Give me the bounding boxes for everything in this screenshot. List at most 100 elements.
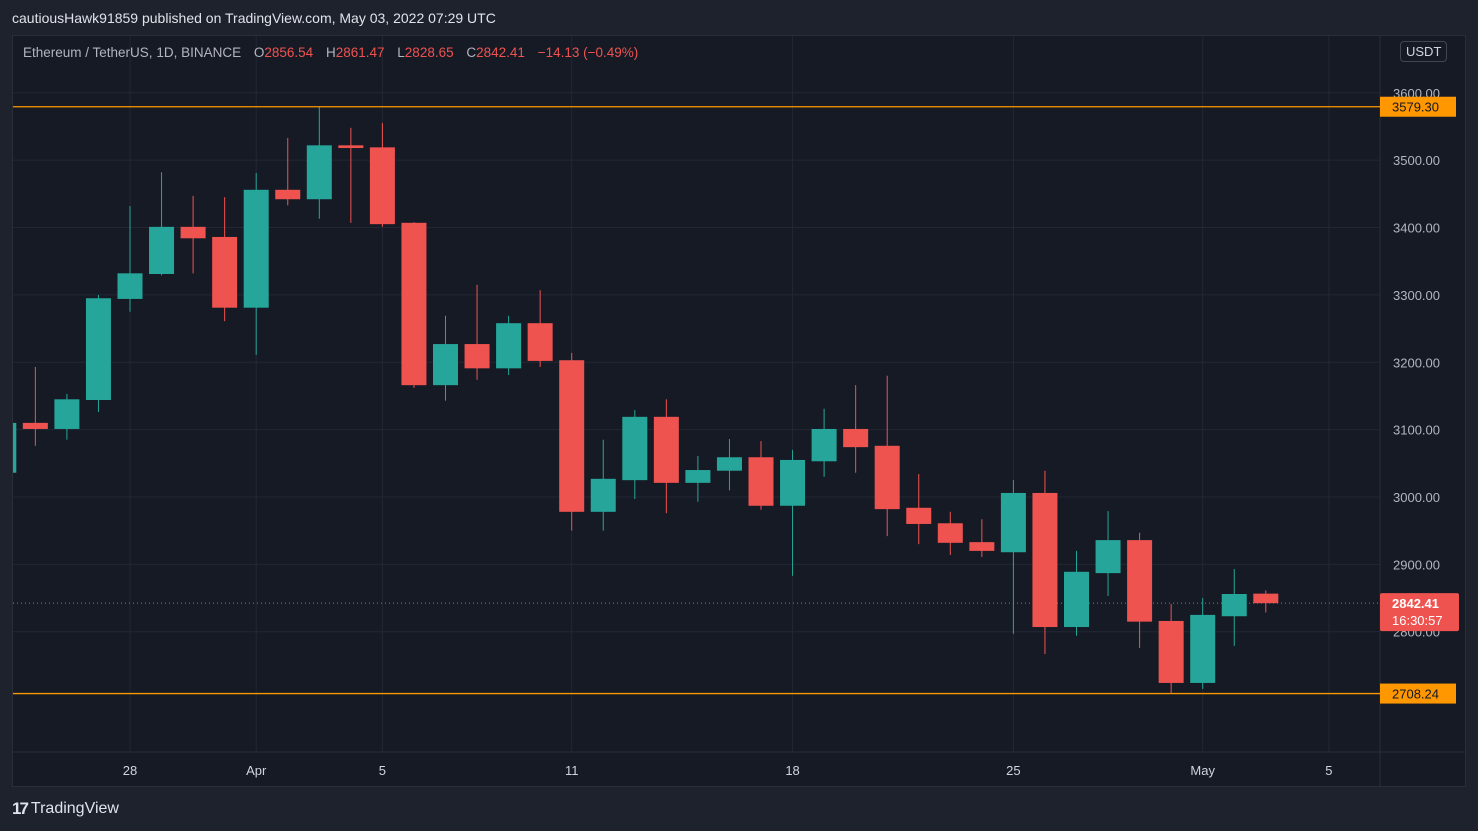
candle (937, 511, 963, 555)
y-tick-label: 3100.00 (1393, 423, 1440, 438)
candle-body (1032, 492, 1058, 628)
candle-body (306, 145, 332, 200)
candle (54, 393, 80, 440)
high-label: H (325, 45, 336, 60)
tradingview-logo-icon: 17 (12, 799, 29, 818)
candle-body (716, 457, 742, 471)
candle-body (969, 542, 995, 551)
candle (969, 519, 995, 557)
candle-body (811, 428, 837, 462)
candle (1158, 604, 1184, 694)
candle (1253, 590, 1279, 613)
brand-name: TradingView (30, 800, 119, 817)
x-tick-label: 5 (1325, 763, 1332, 778)
candle-body (780, 459, 806, 506)
x-tick-label: Apr (246, 763, 267, 778)
y-tick-label: 3200.00 (1393, 355, 1440, 370)
candle (117, 205, 143, 312)
y-tick-label: 3000.00 (1393, 490, 1440, 505)
candle (811, 408, 837, 477)
candle (622, 410, 648, 500)
candle (874, 375, 900, 537)
candle (843, 385, 869, 473)
ohlc-legend: Ethereum / TetherUS, 1D, BINANCE O2856.5… (23, 45, 638, 60)
candle (149, 172, 175, 276)
candle (748, 441, 774, 510)
candle (559, 352, 585, 531)
close-label: C (466, 45, 477, 60)
candle-body (13, 422, 17, 473)
candle (1064, 550, 1089, 636)
candle-body (1158, 620, 1184, 683)
publisher-line: cautiousHawk91859 published on TradingVi… (12, 10, 496, 26)
candle (1095, 511, 1121, 597)
candle (1032, 470, 1058, 654)
candle (716, 439, 742, 491)
candle-body (275, 189, 301, 200)
candle-body (590, 478, 616, 512)
candle (685, 455, 711, 502)
candle (13, 422, 17, 473)
candle (338, 127, 364, 223)
candle-body (1190, 614, 1216, 683)
change-value: −14.13 (−0.49%) (537, 45, 639, 60)
last-price-label: 2842.41 (1392, 596, 1439, 611)
level-price-label: 2708.24 (1392, 687, 1439, 702)
candle-body (180, 226, 206, 239)
candle (180, 195, 206, 274)
y-tick-label: 3400.00 (1393, 221, 1440, 236)
y-tick-label: 3500.00 (1393, 153, 1440, 168)
candle-body (117, 273, 143, 299)
candle (496, 315, 522, 376)
candle-body (369, 147, 395, 225)
candle-body (748, 457, 774, 506)
candle (433, 315, 458, 401)
x-tick-label: 25 (1006, 763, 1020, 778)
candle (1000, 480, 1026, 634)
candle-body (527, 323, 553, 361)
low-value: 2828.65 (404, 45, 454, 60)
candle (590, 439, 616, 531)
candle-body (401, 222, 427, 386)
high-value: 2861.47 (335, 45, 385, 60)
candle-body (685, 470, 711, 483)
level-price-tag (1380, 96, 1456, 117)
candle (653, 399, 679, 514)
candle (306, 106, 332, 219)
candle (275, 137, 301, 206)
candle-body (622, 416, 648, 481)
candle-body (243, 189, 269, 308)
close-value: 2842.41 (476, 45, 525, 60)
candle-body (22, 422, 48, 429)
candle-body (464, 344, 490, 369)
candle (906, 474, 932, 545)
candle (85, 294, 111, 413)
candle-body (433, 344, 458, 386)
x-tick-label: 5 (379, 763, 386, 778)
candle-body (338, 145, 364, 149)
footer-brand[interactable]: 17 TradingView (12, 799, 119, 819)
candle-body (843, 428, 869, 448)
y-tick-label: 2900.00 (1393, 557, 1440, 572)
open-value: 2856.54 (264, 45, 314, 60)
candle (1190, 598, 1216, 690)
candle-body (1127, 540, 1153, 622)
candle (22, 366, 48, 446)
candle-body (653, 416, 679, 483)
y-tick-label: 3300.00 (1393, 288, 1440, 303)
candle (464, 284, 490, 380)
symbol-title: Ethereum / TetherUS, 1D, BINANCE (23, 45, 242, 60)
candle (527, 290, 553, 367)
candle-body (559, 360, 585, 512)
low-label: L (397, 45, 405, 60)
candle-body (906, 507, 932, 524)
currency-unit-button[interactable]: USDT (1400, 41, 1448, 62)
x-tick-label: May (1190, 763, 1215, 778)
candle-body (1000, 492, 1026, 553)
candle (212, 197, 238, 322)
open-label: O (253, 45, 265, 60)
x-tick-label: 28 (123, 763, 137, 778)
level-price-label: 3579.30 (1392, 100, 1439, 115)
candle-body (1095, 540, 1121, 574)
